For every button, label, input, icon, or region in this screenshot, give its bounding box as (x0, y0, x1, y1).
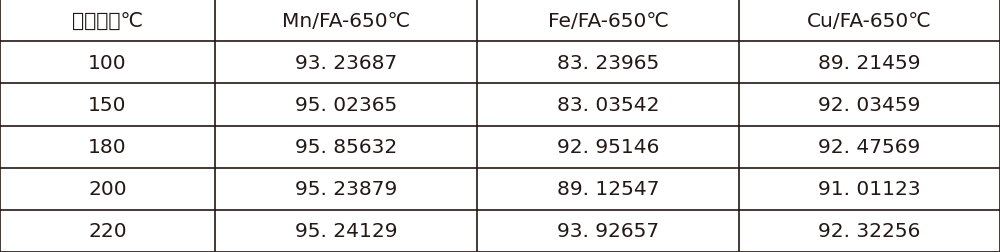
Text: Cu/FA-650℃: Cu/FA-650℃ (807, 12, 932, 30)
Text: 220: 220 (88, 222, 127, 240)
Text: 93. 23687: 93. 23687 (295, 53, 397, 73)
Text: 83. 23965: 83. 23965 (557, 53, 659, 73)
Text: 92. 32256: 92. 32256 (818, 222, 921, 240)
Text: 95. 24129: 95. 24129 (295, 222, 397, 240)
Text: 95. 85632: 95. 85632 (295, 138, 397, 156)
Text: 89. 12547: 89. 12547 (557, 179, 659, 199)
Text: 200: 200 (88, 179, 127, 199)
Text: Fe/FA-650℃: Fe/FA-650℃ (548, 12, 668, 30)
Text: 100: 100 (88, 53, 127, 73)
Text: Mn/FA-650℃: Mn/FA-650℃ (282, 12, 410, 30)
Text: 反应温度℃: 反应温度℃ (72, 12, 143, 30)
Text: 180: 180 (88, 138, 127, 156)
Text: 95. 23879: 95. 23879 (295, 179, 397, 199)
Text: 92. 47569: 92. 47569 (818, 138, 921, 156)
Text: 89. 21459: 89. 21459 (818, 53, 921, 73)
Text: 95. 02365: 95. 02365 (295, 96, 397, 114)
Text: 92. 95146: 92. 95146 (557, 138, 659, 156)
Text: 93. 92657: 93. 92657 (557, 222, 659, 240)
Text: 91. 01123: 91. 01123 (818, 179, 921, 199)
Text: 83. 03542: 83. 03542 (557, 96, 659, 114)
Text: 92. 03459: 92. 03459 (818, 96, 921, 114)
Text: 150: 150 (88, 96, 127, 114)
